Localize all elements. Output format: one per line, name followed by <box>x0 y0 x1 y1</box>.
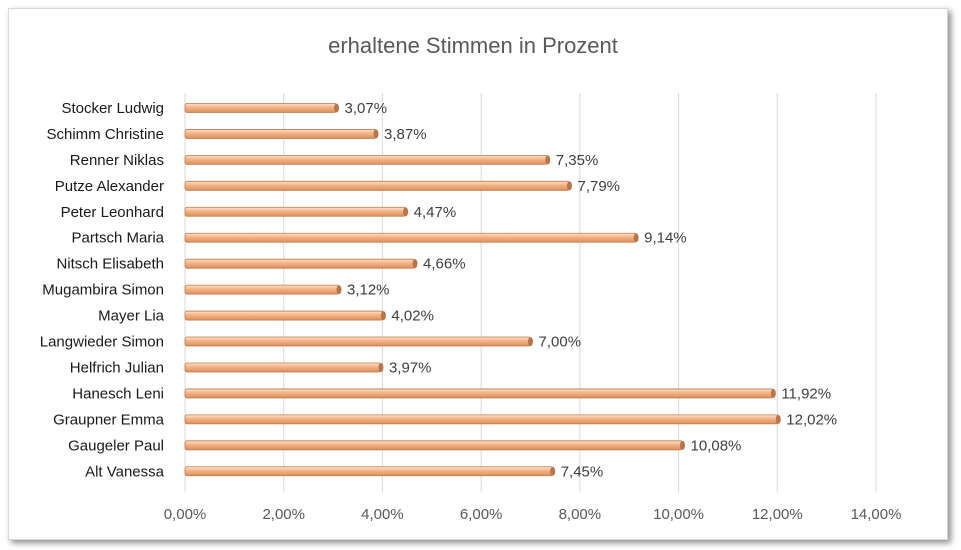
data-label: 10,08% <box>691 437 742 454</box>
category-label: Nitsch Elisabeth <box>56 256 164 273</box>
x-tick-label: 10,00% <box>653 506 704 523</box>
bar-end-cap <box>545 155 551 165</box>
data-label: 4,66% <box>423 256 466 273</box>
category-label: Peter Leonhard <box>61 204 164 221</box>
bar-end-cap <box>412 259 418 269</box>
data-label: 3,07% <box>345 100 388 117</box>
data-label: 7,00% <box>539 334 582 351</box>
x-tick-label: 4,00% <box>361 506 404 523</box>
category-label: Helfrich Julian <box>70 359 164 376</box>
bar-end-cap <box>403 207 409 217</box>
bar <box>184 232 637 243</box>
data-label: 7,45% <box>561 463 604 480</box>
bar-end-cap <box>775 414 781 424</box>
data-label: 3,12% <box>347 282 390 299</box>
category-label: Partsch Maria <box>71 230 164 247</box>
data-label: 4,47% <box>414 204 457 221</box>
bar <box>184 180 570 191</box>
bar <box>184 154 549 165</box>
x-axis-ticks: 0,00% 2,00% 4,00% 6,00% 8,00% 10,00% 12,00% 14,… <box>164 506 902 523</box>
data-label: 12,02% <box>786 411 837 428</box>
data-label: 3,97% <box>389 359 432 376</box>
data-label: 4,02% <box>391 308 434 325</box>
category-label: Stocker Ludwig <box>61 100 164 117</box>
bar <box>184 258 416 269</box>
x-tick-label: 14,00% <box>851 506 902 523</box>
category-label: Hanesch Leni <box>72 385 164 402</box>
bar <box>184 388 774 399</box>
bar <box>184 414 779 425</box>
category-label: Graupner Emma <box>53 411 165 428</box>
bar <box>184 103 337 113</box>
category-label: Schimm Christine <box>46 126 164 143</box>
bar-end-cap <box>566 181 572 191</box>
category-label: Mayer Lia <box>98 308 165 325</box>
category-label: Putze Alexander <box>55 178 164 195</box>
x-tick-label: 0,00% <box>164 506 207 523</box>
bar-end-cap <box>528 337 533 347</box>
bar <box>184 206 407 217</box>
bar-end-cap <box>633 233 639 243</box>
bar <box>184 284 340 295</box>
data-label: 11,92% <box>781 385 831 402</box>
x-tick-label: 8,00% <box>559 506 602 523</box>
chart-title: erhaltene Stimmen in Prozent <box>328 33 618 58</box>
bar-end-cap <box>373 129 379 139</box>
bar-end-cap <box>378 362 384 372</box>
bar-end-cap <box>680 440 686 450</box>
category-label: Renner Niklas <box>70 152 164 169</box>
bar-end-cap <box>550 466 556 476</box>
chart-frame: erhaltene Stimmen in Prozent 0,00% 2,00% 4… <box>8 8 948 540</box>
category-label: Mugambira Simon <box>42 282 164 299</box>
category-labels: Stocker Ludwig Schimm Christine Renner Nik… <box>40 100 165 480</box>
data-labels: 3,07% 3,87% 7,35% 7,79% 4,47% 9,14% 4,66% 3,12%… <box>345 100 838 480</box>
data-label: 7,79% <box>577 178 620 195</box>
bar <box>184 336 531 347</box>
bar <box>184 129 377 139</box>
bar <box>184 466 554 477</box>
data-label: 9,14% <box>644 230 687 247</box>
category-label: Alt Vanessa <box>85 463 165 480</box>
bar <box>184 310 384 321</box>
x-tick-label: 2,00% <box>262 506 305 523</box>
data-label: 3,87% <box>384 126 427 143</box>
bar-end-cap <box>380 311 386 321</box>
x-tick-label: 6,00% <box>460 506 503 523</box>
bars <box>184 103 781 477</box>
data-label: 7,35% <box>556 152 599 169</box>
bar <box>184 440 683 451</box>
bar-chart: erhaltene Stimmen in Prozent 0,00% 2,00% 4… <box>40 33 902 523</box>
bar-end-cap <box>336 285 342 295</box>
bar <box>184 362 382 373</box>
x-tick-label: 12,00% <box>752 506 803 523</box>
bar-end-cap <box>770 388 776 398</box>
category-label: Langwieder Simon <box>40 334 164 351</box>
category-label: Gaugeler Paul <box>68 437 164 454</box>
bar-end-cap <box>334 103 340 113</box>
